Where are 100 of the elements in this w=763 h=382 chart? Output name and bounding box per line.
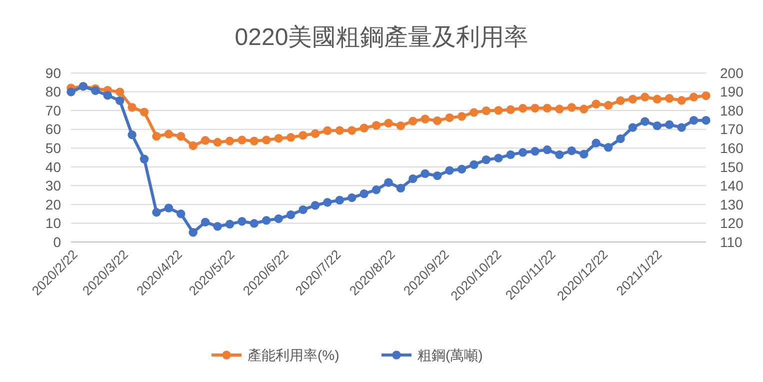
y2-tick-label: 140 xyxy=(720,178,744,194)
y-tick-label: 70 xyxy=(45,102,62,118)
point xyxy=(225,136,234,146)
point xyxy=(347,126,356,135)
point xyxy=(188,141,198,150)
point xyxy=(274,214,283,224)
point xyxy=(225,220,234,229)
point xyxy=(310,129,320,138)
point xyxy=(103,90,112,100)
point xyxy=(238,136,246,144)
point xyxy=(592,100,600,108)
point xyxy=(286,210,296,220)
point xyxy=(604,100,613,110)
legend-label: 產能利用率(%) xyxy=(248,346,340,363)
y-tick-label: 30 xyxy=(45,178,62,194)
point xyxy=(567,103,576,112)
y-tick-label: 50 xyxy=(45,140,62,156)
point xyxy=(580,150,588,158)
point xyxy=(470,160,478,169)
point xyxy=(470,108,478,117)
y2-tick-label: 150 xyxy=(720,158,744,175)
y2-tick-label: 130 xyxy=(720,196,744,212)
point xyxy=(372,185,381,194)
point xyxy=(677,96,686,105)
point xyxy=(445,166,454,175)
point xyxy=(128,130,136,140)
point xyxy=(200,136,210,145)
point xyxy=(604,143,613,152)
point xyxy=(567,146,576,156)
point xyxy=(115,88,124,96)
point xyxy=(482,106,491,116)
point xyxy=(176,132,186,141)
y-tick-label: 0 xyxy=(53,234,62,250)
point xyxy=(360,124,368,132)
point xyxy=(542,104,552,112)
point xyxy=(664,120,674,129)
point xyxy=(250,136,259,146)
point xyxy=(592,138,600,148)
point xyxy=(616,134,625,144)
point xyxy=(506,150,515,160)
point xyxy=(396,184,406,192)
y-tick-label: 80 xyxy=(45,84,62,100)
point xyxy=(140,108,149,116)
point xyxy=(408,174,418,184)
point xyxy=(140,154,149,164)
point xyxy=(555,150,564,160)
point xyxy=(164,130,174,138)
point xyxy=(286,133,296,142)
point xyxy=(360,189,368,198)
point xyxy=(652,94,662,104)
point xyxy=(372,121,381,130)
y2-tick-label: 110 xyxy=(720,234,743,250)
point xyxy=(262,216,271,225)
point xyxy=(408,116,418,126)
point xyxy=(482,155,491,164)
point xyxy=(176,209,186,218)
y-tick-label: 60 xyxy=(45,121,62,138)
point xyxy=(494,154,503,162)
point xyxy=(457,164,466,174)
point xyxy=(628,94,638,104)
point xyxy=(580,104,588,114)
point xyxy=(652,121,662,130)
point xyxy=(335,196,344,204)
y2-tick-label: 120 xyxy=(720,215,744,232)
point xyxy=(702,116,710,125)
point xyxy=(164,204,174,212)
point xyxy=(66,88,76,96)
point xyxy=(274,134,283,143)
y2-tick-label: 190 xyxy=(720,84,744,100)
point xyxy=(555,104,564,114)
point xyxy=(420,114,430,124)
point xyxy=(640,92,650,102)
point xyxy=(213,222,222,231)
y2-tick-label: 170 xyxy=(720,121,744,138)
chart-title: 0220美國粗鋼產量及利用率 xyxy=(234,24,528,51)
point xyxy=(384,118,393,128)
point xyxy=(310,201,320,210)
point xyxy=(91,86,100,96)
point xyxy=(664,94,674,103)
point xyxy=(335,126,344,135)
point xyxy=(188,228,198,237)
point xyxy=(702,91,710,100)
point xyxy=(152,208,161,217)
point xyxy=(115,96,124,105)
point xyxy=(262,136,271,144)
y-tick-label: 90 xyxy=(45,64,62,81)
y2-tick-label: 180 xyxy=(720,102,744,118)
y2-tick-label: 200 xyxy=(720,64,744,81)
point xyxy=(494,106,503,115)
point xyxy=(542,145,552,154)
point xyxy=(677,123,686,132)
y-tick-label: 40 xyxy=(45,158,62,175)
point xyxy=(518,104,528,113)
legend-label: 粗鋼(萬噸) xyxy=(418,346,483,363)
point xyxy=(432,116,442,126)
point xyxy=(518,148,528,157)
point xyxy=(323,126,332,136)
point xyxy=(506,105,515,114)
point xyxy=(250,219,259,228)
point xyxy=(238,216,246,226)
